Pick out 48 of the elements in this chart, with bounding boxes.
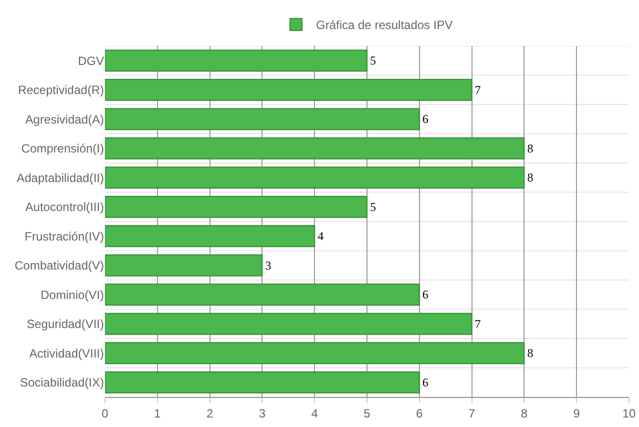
bar — [105, 225, 316, 248]
data-label: 8 — [527, 346, 534, 360]
data-label: 5 — [370, 54, 376, 68]
y-tick-label: Adaptabilidad(II) — [16, 170, 104, 185]
y-tick-label: Combatividad(V) — [14, 258, 104, 273]
x-tick-label: 1 — [154, 406, 162, 420]
data-label: 7 — [474, 82, 481, 97]
bar — [105, 108, 420, 130]
bar — [105, 371, 420, 394]
x-tick-label: 8 — [520, 406, 528, 420]
y-tick-label: Receptividad(R) — [18, 83, 104, 98]
bar — [105, 284, 420, 306]
bar — [105, 78, 472, 101]
x-tick-label: 7 — [468, 406, 476, 420]
x-tick-label: 6 — [416, 406, 424, 420]
x-tick-label: 3 — [258, 406, 266, 420]
y-tick-label: Comprensión(I) — [21, 142, 104, 156]
bar — [105, 254, 263, 276]
y-tick-label: Seguridad(VII) — [26, 317, 104, 332]
x-tick-label: 10 — [622, 406, 636, 420]
legend-label: Gráfica de resultados IPV — [316, 18, 453, 32]
bar — [105, 196, 368, 218]
data-label: 3 — [265, 258, 272, 272]
bar — [105, 166, 525, 189]
y-tick-label: DGV — [78, 54, 104, 68]
bar — [105, 137, 525, 160]
data-label: 5 — [370, 200, 376, 214]
y-tick-label: Actividad(VIII) — [29, 346, 104, 360]
x-tick-label: 5 — [364, 406, 371, 420]
y-tick-label: Dominio(VI) — [40, 288, 104, 302]
bar — [105, 50, 368, 72]
data-label: 7 — [474, 316, 481, 331]
y-tick-label: Autocontrol(III) — [25, 200, 104, 214]
data-label: 6 — [422, 112, 428, 126]
y-tick-label: Sociabilidad(IX) — [20, 376, 104, 390]
data-label: 6 — [422, 375, 428, 390]
x-tick-label: 4 — [311, 406, 318, 420]
x-tick-label: 0 — [102, 406, 109, 420]
data-label: 6 — [422, 288, 428, 302]
bar — [105, 342, 525, 364]
x-tick-label: 9 — [573, 406, 580, 420]
data-label: 4 — [318, 229, 324, 244]
x-tick-label: 2 — [206, 406, 214, 420]
y-tick-label: Agresividad(A) — [25, 112, 104, 126]
y-tick-label: Frustración(IV) — [24, 229, 104, 244]
data-label: 8 — [527, 141, 534, 156]
bar — [105, 312, 472, 335]
data-label: 8 — [527, 170, 534, 185]
